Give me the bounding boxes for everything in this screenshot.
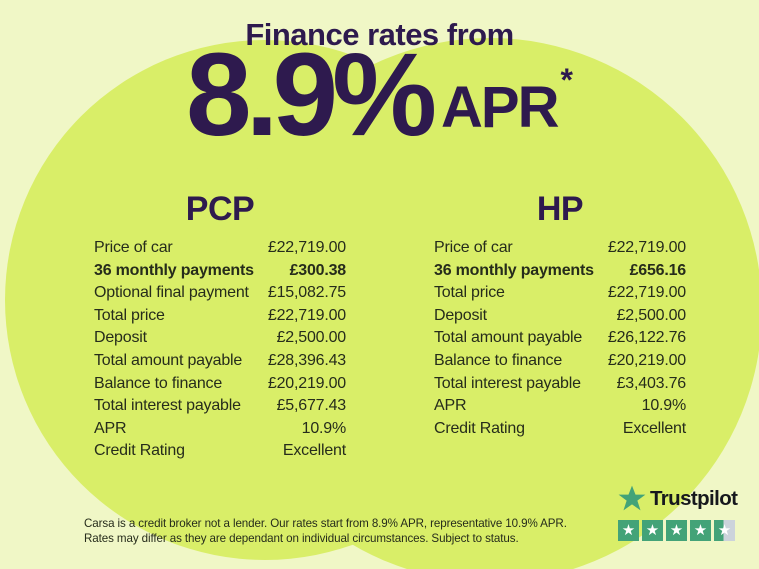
table-row: Deposit £2,500.00 — [94, 329, 346, 352]
pcp-table-title: PCP — [185, 190, 255, 228]
row-value: Excellent — [622, 419, 686, 437]
row-label: Total price — [94, 306, 165, 324]
table-row: Total price £22,719.00 — [434, 284, 686, 307]
page-title: Finance rates from — [245, 17, 514, 52]
table-row: Optional final payment £15,082.75 — [94, 284, 346, 307]
row-value: £26,122.76 — [607, 329, 686, 347]
table-row: Credit Rating Excellent — [94, 442, 346, 465]
headline-rate: 8.9% APR* — [0, 36, 759, 154]
row-label: Price of car — [94, 239, 173, 256]
disclaimer-line-2: Rates may differ as they are dependant o… — [84, 531, 519, 545]
row-label: Total interest payable — [434, 374, 581, 392]
pcp-finance-table: PCP Price of car £22,719.00 36 monthly pay… — [94, 192, 346, 465]
row-label: Credit Rating — [94, 442, 185, 460]
row-label: Deposit — [94, 329, 147, 347]
row-value: £22,719.00 — [607, 239, 686, 256]
row-value: £300.38 — [289, 261, 347, 279]
row-value: £2,500.00 — [616, 306, 687, 324]
star-icon: ★ — [621, 522, 636, 539]
table-row: APR 10.9% — [434, 397, 686, 420]
trustpilot-widget: Trustpilot ★ ★ ★ ★ ★ — [618, 485, 740, 541]
background-circle-right — [218, 38, 759, 569]
table-row: Total amount payable £26,122.76 — [434, 329, 686, 352]
row-value: £3,403.76 — [616, 374, 687, 392]
trustpilot-star-icon — [618, 485, 646, 511]
table-row: Balance to finance £20,219.00 — [94, 375, 346, 398]
table-row: Balance to finance £20,219.00 — [434, 352, 686, 375]
row-label: APR — [94, 419, 127, 437]
row-value: £28,396.43 — [267, 351, 346, 369]
star-icon: ★ — [669, 522, 684, 539]
table-row: Total price £22,719.00 — [94, 307, 346, 330]
row-value: £22,719.00 — [607, 284, 686, 302]
star-filled: ★ — [642, 520, 663, 541]
rate-asterisk: * — [560, 62, 573, 98]
table-row: Credit Rating Excellent — [434, 420, 686, 443]
row-label: Credit Rating — [434, 419, 525, 437]
trustpilot-brand: Trustpilot — [650, 487, 738, 510]
table-row: Total interest payable £3,403.76 — [434, 375, 686, 398]
table-row: APR 10.9% — [94, 420, 346, 443]
row-value: £15,082.75 — [267, 284, 346, 302]
table-row: Total interest payable £5,677.43 — [94, 397, 346, 420]
row-value: £22,719.00 — [267, 306, 346, 324]
table-row: 36 monthly payments £300.38 — [94, 262, 346, 285]
trustpilot-rating-stars: ★ ★ ★ ★ ★ — [618, 520, 740, 541]
row-label: Total price — [434, 284, 505, 302]
row-label: Balance to finance — [94, 374, 223, 392]
star-icon: ★ — [645, 522, 660, 539]
table-row: Price of car £22,719.00 — [94, 239, 346, 262]
disclaimer-line-1: Carsa is a credit broker not a lender. O… — [84, 517, 567, 530]
row-label: Total interest payable — [94, 397, 241, 415]
hp-finance-table: HP Price of car £22,719.00 36 monthly paym… — [434, 192, 686, 442]
row-label: 36 monthly payments — [434, 261, 594, 279]
rate-value: 8.9% — [186, 29, 437, 161]
rate-suffix: APR — [441, 75, 559, 140]
hp-table-title: HP — [536, 190, 584, 228]
row-value: £20,219.00 — [607, 351, 686, 369]
hp-table-rows: Price of car £22,719.00 36 monthly payment… — [434, 239, 686, 442]
star-partial: ★ — [714, 520, 735, 541]
row-label: Total amount payable — [434, 329, 583, 347]
table-row: Total amount payable £28,396.43 — [94, 352, 346, 375]
row-value: Excellent — [282, 442, 346, 460]
star-icon: ★ — [717, 522, 732, 539]
row-label: Balance to finance — [434, 351, 563, 369]
row-value: 10.9% — [641, 397, 687, 415]
disclaimer: Carsa is a credit broker not a lender. O… — [84, 517, 624, 546]
pcp-table-rows: Price of car £22,719.00 36 monthly payment… — [94, 239, 346, 465]
table-row: 36 monthly payments £656.16 — [434, 262, 686, 285]
row-label: APR — [434, 397, 467, 415]
star-filled: ★ — [666, 520, 687, 541]
row-value: £22,719.00 — [267, 239, 346, 256]
row-value: £2,500.00 — [276, 329, 347, 347]
row-value: £5,677.43 — [276, 397, 347, 415]
table-row: Deposit £2,500.00 — [434, 307, 686, 330]
trustpilot-logo: Trustpilot — [618, 485, 740, 513]
table-row: Price of car £22,719.00 — [434, 239, 686, 262]
star-filled: ★ — [690, 520, 711, 541]
row-value: £20,219.00 — [267, 374, 346, 392]
row-label: Total amount payable — [94, 351, 243, 369]
row-label: Deposit — [434, 306, 487, 324]
row-value: £656.16 — [629, 261, 687, 279]
row-label: 36 monthly payments — [94, 261, 254, 279]
row-label: Price of car — [434, 239, 513, 256]
row-label: Optional final payment — [94, 284, 249, 302]
star-icon: ★ — [693, 522, 708, 539]
row-value: 10.9% — [301, 419, 347, 437]
star-filled: ★ — [618, 520, 639, 541]
